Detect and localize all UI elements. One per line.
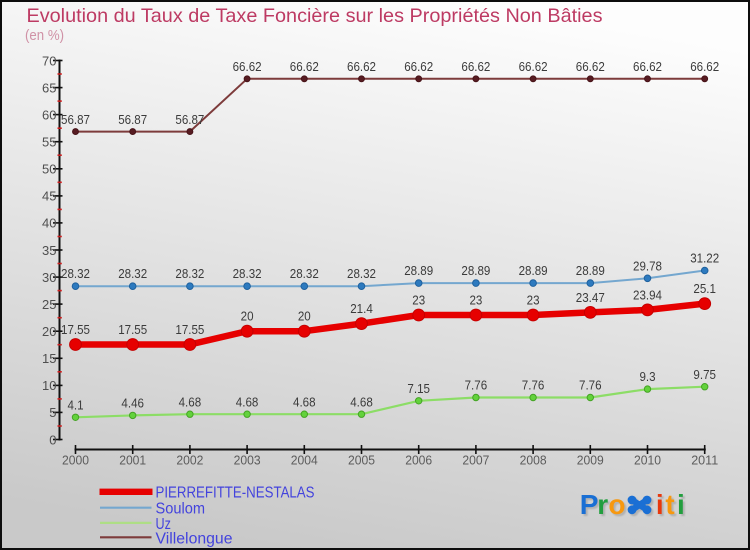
- svg-text:60: 60: [42, 107, 56, 122]
- svg-text:56.87: 56.87: [118, 112, 147, 127]
- svg-text:28.32: 28.32: [61, 266, 90, 281]
- svg-text:2001: 2001: [119, 453, 146, 468]
- svg-text:9.3: 9.3: [639, 369, 655, 384]
- svg-text:Evolution du Taux de Taxe Fonc: Evolution du Taux de Taxe Foncière sur l…: [27, 5, 603, 27]
- svg-text:10: 10: [42, 378, 56, 393]
- svg-text:P: P: [582, 491, 601, 522]
- svg-text:28.89: 28.89: [461, 263, 490, 278]
- svg-text:23.47: 23.47: [576, 290, 605, 305]
- svg-text:28.32: 28.32: [233, 266, 262, 281]
- svg-text:28.32: 28.32: [347, 266, 376, 281]
- svg-text:28.89: 28.89: [519, 263, 548, 278]
- svg-text:2000: 2000: [62, 453, 89, 468]
- svg-text:20: 20: [42, 324, 56, 339]
- svg-text:55: 55: [42, 135, 56, 150]
- svg-text:23: 23: [469, 293, 482, 308]
- svg-text:2006: 2006: [405, 453, 432, 468]
- svg-text:o: o: [608, 489, 625, 520]
- svg-text:66.62: 66.62: [461, 59, 490, 74]
- svg-text:i: i: [679, 491, 687, 522]
- svg-text:28.32: 28.32: [175, 266, 204, 281]
- svg-text:i: i: [677, 489, 685, 520]
- svg-text:2011: 2011: [691, 453, 718, 468]
- svg-text:28.89: 28.89: [576, 263, 605, 278]
- svg-text:Uz: Uz: [156, 516, 171, 533]
- svg-text:66.62: 66.62: [290, 59, 319, 74]
- svg-text:56.87: 56.87: [175, 112, 204, 127]
- svg-text:2008: 2008: [520, 453, 547, 468]
- svg-text:Soulom: Soulom: [156, 500, 206, 517]
- svg-text:4.46: 4.46: [121, 396, 144, 411]
- svg-text:4.68: 4.68: [293, 394, 316, 409]
- svg-text:25.1: 25.1: [693, 281, 716, 296]
- svg-text:Villelongue: Villelongue: [156, 531, 233, 548]
- svg-text:P: P: [580, 489, 599, 520]
- svg-text:28.89: 28.89: [404, 263, 433, 278]
- svg-text:35: 35: [42, 243, 56, 258]
- svg-text:56.87: 56.87: [61, 112, 90, 127]
- svg-text:2004: 2004: [291, 453, 318, 468]
- svg-text:66.62: 66.62: [347, 59, 376, 74]
- svg-text:(en %): (en %): [25, 27, 64, 44]
- svg-text:17.55: 17.55: [61, 322, 90, 337]
- svg-text:65: 65: [42, 80, 56, 95]
- svg-text:23.94: 23.94: [633, 287, 662, 302]
- svg-text:70: 70: [42, 53, 56, 68]
- svg-text:40: 40: [42, 216, 56, 231]
- svg-text:23: 23: [412, 293, 425, 308]
- svg-text:4.68: 4.68: [236, 394, 259, 409]
- svg-text:66.62: 66.62: [690, 59, 719, 74]
- svg-text:9.75: 9.75: [693, 367, 716, 382]
- svg-text:17.55: 17.55: [175, 322, 204, 337]
- svg-text:4.68: 4.68: [350, 394, 373, 409]
- svg-text:66.62: 66.62: [233, 59, 262, 74]
- svg-text:t: t: [665, 489, 674, 520]
- svg-text:7.76: 7.76: [522, 378, 545, 393]
- svg-text:4.68: 4.68: [179, 394, 202, 409]
- svg-text:66.62: 66.62: [633, 59, 662, 74]
- svg-text:28.32: 28.32: [290, 266, 319, 281]
- svg-text:30: 30: [42, 270, 56, 285]
- svg-text:66.62: 66.62: [576, 59, 605, 74]
- svg-text:r: r: [599, 491, 610, 522]
- svg-text:20: 20: [298, 309, 311, 324]
- svg-text:0: 0: [49, 432, 56, 447]
- svg-text:7.76: 7.76: [579, 378, 602, 393]
- svg-text:45: 45: [42, 189, 56, 204]
- svg-text:PIERREFITTE-NESTALAS: PIERREFITTE-NESTALAS: [156, 484, 315, 501]
- svg-text:66.62: 66.62: [519, 59, 548, 74]
- svg-text:5: 5: [49, 405, 56, 420]
- svg-text:21.4: 21.4: [350, 301, 373, 316]
- svg-text:20: 20: [241, 309, 254, 324]
- svg-text:t: t: [667, 491, 676, 522]
- svg-text:2010: 2010: [634, 453, 661, 468]
- svg-text:2007: 2007: [462, 453, 489, 468]
- svg-text:i: i: [656, 489, 664, 520]
- svg-text:7.76: 7.76: [465, 378, 488, 393]
- svg-text:29.78: 29.78: [633, 258, 662, 273]
- svg-text:28.32: 28.32: [118, 266, 147, 281]
- svg-text:23: 23: [527, 293, 540, 308]
- svg-text:2003: 2003: [234, 453, 261, 468]
- svg-text:4.1: 4.1: [67, 397, 83, 412]
- svg-text:r: r: [597, 489, 608, 520]
- svg-text:o: o: [610, 491, 627, 522]
- svg-text:15: 15: [42, 351, 56, 366]
- svg-text:50: 50: [42, 162, 56, 177]
- svg-text:17.55: 17.55: [118, 322, 147, 337]
- svg-text:25: 25: [42, 297, 56, 312]
- svg-text:2002: 2002: [176, 453, 203, 468]
- svg-text:i: i: [658, 491, 666, 522]
- svg-text:2005: 2005: [348, 453, 375, 468]
- svg-text:2009: 2009: [577, 453, 604, 468]
- svg-text:31.22: 31.22: [690, 251, 719, 266]
- svg-text:66.62: 66.62: [404, 59, 433, 74]
- svg-text:7.15: 7.15: [407, 381, 430, 396]
